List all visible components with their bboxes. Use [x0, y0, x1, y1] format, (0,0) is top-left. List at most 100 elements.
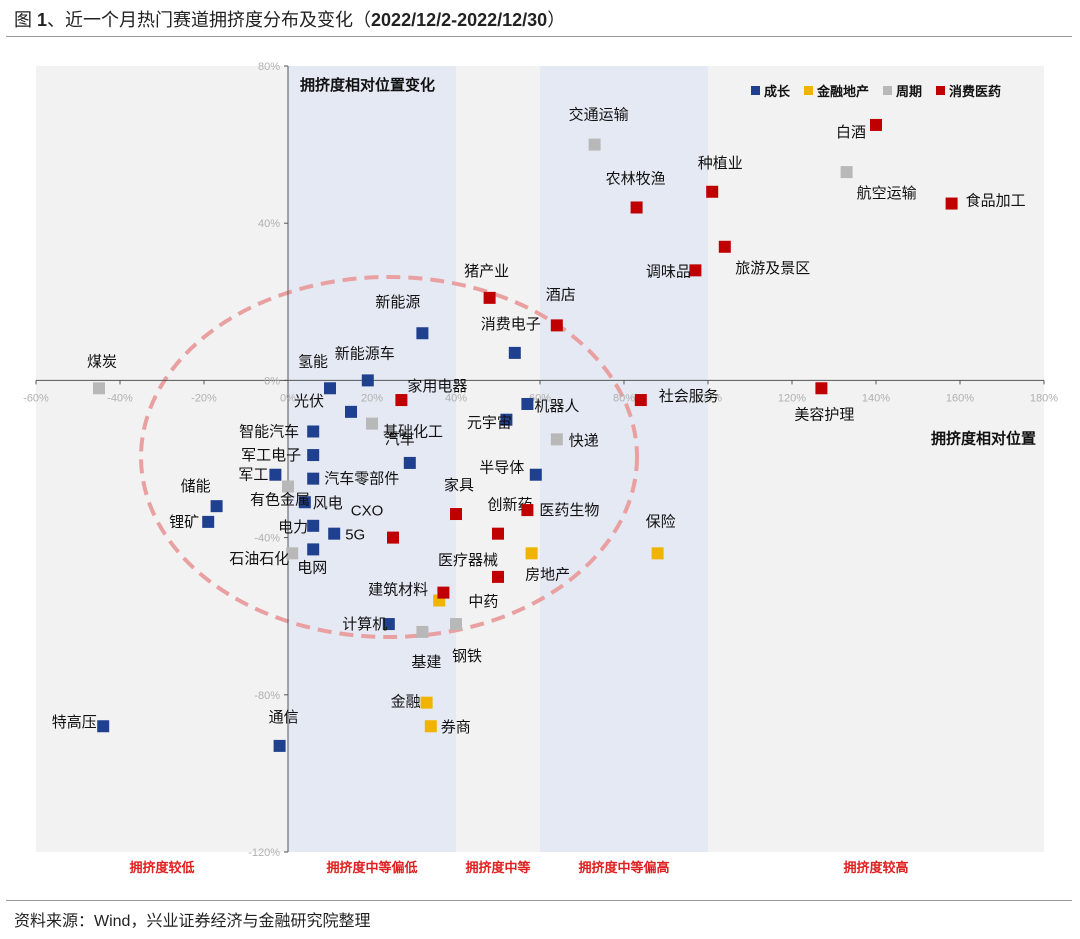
zone-band-0 [36, 66, 288, 852]
bottom-rule [6, 900, 1072, 901]
point-0-8 [269, 468, 282, 481]
x-tick-label-10: 140% [862, 392, 890, 404]
point-2-0 [588, 138, 601, 151]
point-label-0-5: 智能汽车 [239, 422, 299, 440]
point-label-1-4: 券商 [441, 719, 471, 736]
zone-label-4: 拥挤度较高 [843, 860, 908, 875]
point-1-4 [424, 720, 437, 733]
point-1-1 [651, 547, 664, 560]
point-2-6 [286, 547, 299, 560]
point-0-1 [508, 346, 521, 359]
point-2-4 [550, 433, 563, 446]
point-0-12 [307, 519, 320, 532]
point-0-20 [273, 739, 286, 752]
title-prefix: 图 [14, 10, 38, 30]
point-label-2-1: 航空运输 [857, 185, 917, 202]
point-label-1-2: 建筑材料 [368, 581, 428, 598]
point-label-0-13: 5G [345, 527, 365, 544]
point-label-0-0: 新能源 [375, 294, 420, 311]
title-number: 1 [37, 10, 48, 30]
y-tick-label-5: 80% [258, 61, 280, 73]
point-label-1-3: 金融 [391, 694, 421, 711]
x-tick-label-1: -40% [107, 392, 133, 404]
top-rule [6, 36, 1072, 37]
point-0-16 [521, 397, 534, 410]
point-label-2-0: 交通运输 [569, 106, 629, 124]
point-label-3-16: 中药 [468, 594, 498, 611]
legend-label-2: 周期 [896, 84, 922, 99]
dashed-ellipse [139, 275, 639, 639]
x-tick-label-2: -20% [191, 392, 217, 404]
point-1-3 [420, 696, 433, 709]
x-tick-label-12: 180% [1030, 392, 1058, 404]
x-axis-title: 拥挤度相对位置 [931, 429, 1036, 447]
point-3-15 [492, 570, 504, 583]
point-label-3-13: 医药生物 [539, 502, 599, 519]
legend-label-1: 金融地产 [816, 84, 869, 99]
point-3-12 [492, 527, 504, 540]
point-3-11 [450, 508, 462, 521]
point-3-0 [870, 118, 882, 131]
x-tick-label-4: 20% [361, 392, 383, 404]
point-3-5 [689, 264, 702, 277]
point-0-9 [298, 496, 311, 509]
point-label-3-1: 食品加工 [966, 193, 1026, 210]
x-tick-label-11: 160% [946, 392, 974, 404]
point-0-11 [202, 515, 215, 528]
point-1-0 [525, 547, 538, 560]
point-label-2-7: 钢铁 [452, 648, 482, 665]
legend-marker-3 [936, 86, 945, 95]
point-3-14 [387, 531, 399, 544]
point-label-3-4: 旅游及景区 [735, 260, 810, 277]
point-0-7 [307, 472, 320, 485]
zone-label-3: 拥挤度中等偏高 [578, 860, 669, 875]
x-tick-label-5: 40% [445, 392, 467, 404]
point-0-19 [97, 720, 110, 733]
point-3-9 [634, 394, 647, 407]
point-label-0-2: 氢能 [298, 353, 328, 370]
point-2-7 [450, 618, 462, 631]
point-3-13 [521, 504, 534, 517]
x-tick-label-0: -60% [23, 392, 49, 404]
point-0-3 [361, 374, 374, 387]
point-label-3-5: 调味品 [646, 263, 691, 280]
y-tick-label-3: 0% [264, 375, 280, 387]
point-3-7 [550, 319, 563, 332]
point-label-0-12: 电力 [278, 519, 308, 536]
point-0-17 [529, 468, 542, 481]
point-label-2-6: 石油石化 [229, 550, 289, 567]
point-label-3-0: 白酒 [836, 124, 866, 141]
title-end: ） [547, 10, 566, 30]
zone-label-1: 拥挤度中等偏低 [326, 860, 417, 875]
zone-band-2 [456, 66, 540, 852]
point-label-0-6: 军工电子 [241, 447, 301, 464]
x-tick-label-3: 0% [280, 392, 296, 404]
point-label-3-14: CXO [351, 503, 384, 520]
x-tick-label-8: 100% [694, 392, 722, 404]
point-3-10 [815, 382, 828, 395]
point-0-6 [307, 449, 320, 462]
point-0-15 [500, 413, 513, 426]
point-3-4 [718, 240, 731, 253]
point-3-8 [395, 394, 408, 407]
point-0-13 [328, 527, 341, 540]
zone-band-3 [540, 66, 708, 852]
point-0-14 [307, 543, 320, 556]
point-label-1-1: 保险 [646, 513, 676, 530]
point-0-0 [416, 327, 429, 340]
point-2-1 [840, 166, 853, 179]
point-label-0-20: 通信 [269, 709, 299, 726]
point-0-21 [403, 456, 416, 469]
point-3-3 [630, 201, 643, 214]
point-label-2-8: 基建 [411, 654, 441, 671]
scatter-chart: 拥挤度较低 拥挤度中等偏低 拥挤度中等 拥挤度中等偏高 拥挤度较高 -60% -40% -20… [23, 61, 1058, 875]
point-label-3-9: 社会服务 [659, 388, 719, 405]
point-0-18 [382, 618, 395, 631]
point-2-3 [366, 417, 378, 430]
point-label-2-2: 煤炭 [87, 353, 117, 370]
x-tick-label-6: 60% [529, 392, 551, 404]
point-label-0-8: 军工 [238, 467, 268, 484]
point-label-0-9: 风电 [313, 495, 343, 512]
point-label-0-3: 新能源车 [335, 345, 395, 362]
legend-label-3: 消费医药 [949, 84, 1001, 99]
